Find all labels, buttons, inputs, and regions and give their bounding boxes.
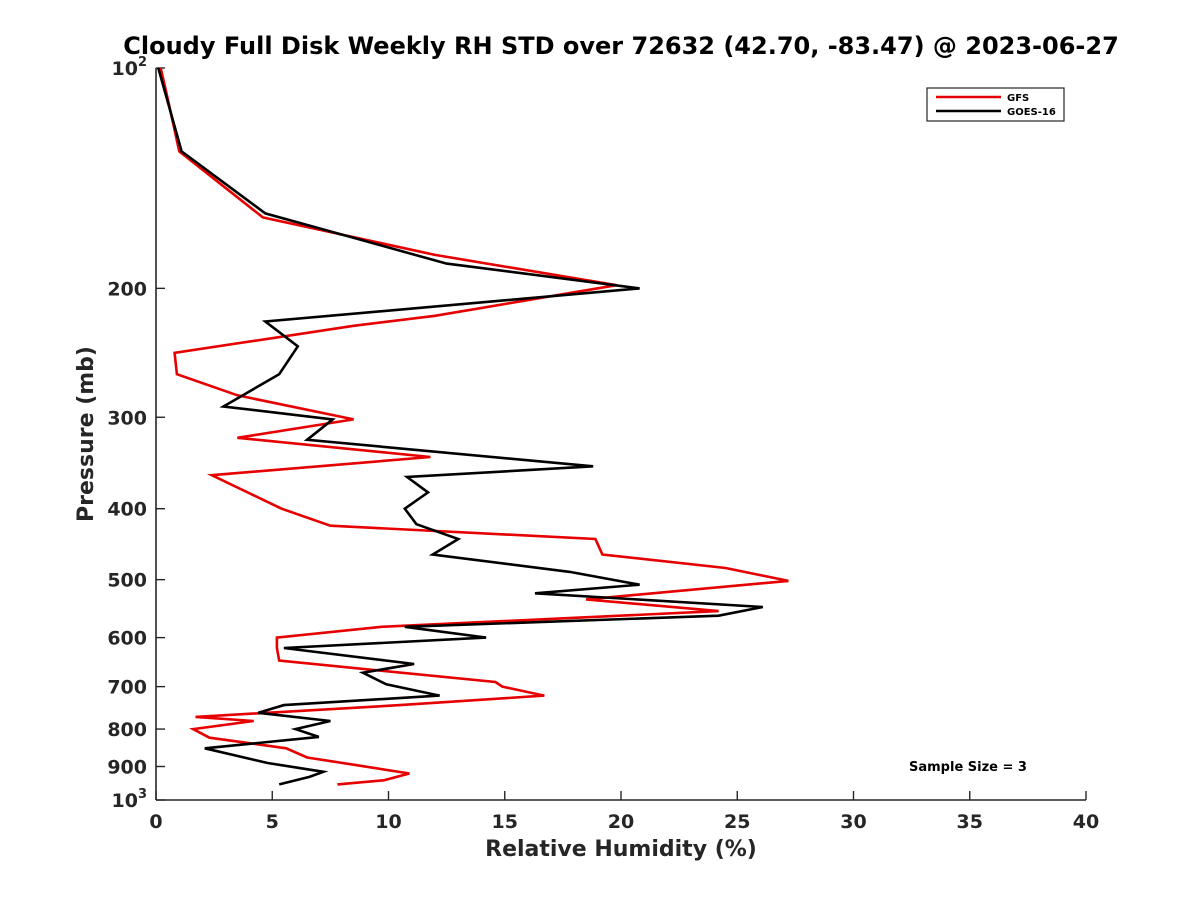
legend-label-goes-16: GOES-16 — [1007, 107, 1056, 118]
legend: GFS GOES-16 — [926, 87, 1065, 122]
y-tick-label: 900 — [107, 757, 147, 779]
y-tick-base: 10 — [112, 58, 138, 80]
x-tick-label: 30 — [840, 811, 866, 833]
y-tick-base: 10 — [112, 790, 138, 812]
y-tick-exponent: 2 — [138, 55, 147, 70]
y-tick-label: 600 — [107, 628, 147, 650]
x-tick-label: 40 — [1073, 811, 1099, 833]
series-layer — [157, 67, 789, 786]
x-tick-label: 15 — [492, 811, 518, 833]
x-axis-label: Relative Humidity (%) — [485, 837, 757, 862]
x-tick-label: 5 — [266, 811, 279, 833]
y-tick-label: 500 — [107, 570, 147, 592]
series-line-gfs — [159, 67, 789, 786]
y-tick-label: 200 — [107, 278, 147, 300]
legend-items: GFS GOES-16 — [936, 93, 1056, 118]
y-tick-label: 800 — [107, 719, 147, 741]
legend-box — [926, 87, 1065, 122]
x-tick-label: 35 — [957, 811, 983, 833]
chart-title: Cloudy Full Disk Weekly RH STD over 7263… — [123, 32, 1119, 60]
y-tick-label: 300 — [107, 407, 147, 429]
y-tick-label: 400 — [107, 499, 147, 521]
legend-label-gfs: GFS — [1007, 93, 1029, 104]
series-line-goes-16 — [157, 67, 764, 786]
x-tick-label: 25 — [724, 811, 750, 833]
y-axis-label: Pressure (mb) — [74, 346, 99, 522]
y-tick-label: 103 — [112, 787, 148, 812]
x-tick-label: 10 — [375, 811, 401, 833]
x-tick-label: 20 — [608, 811, 634, 833]
plot-area: 0 5 10 15 20 25 30 35 40 10220030040050060070080… — [107, 55, 1099, 833]
y-tick-label: 102 — [112, 55, 148, 80]
y-tick-exponent: 3 — [138, 787, 147, 802]
y-tick-label: 700 — [107, 677, 147, 699]
sample-size-annotation: Sample Size = 3 — [909, 760, 1027, 775]
x-tick-label: 0 — [149, 811, 162, 833]
x-axis-ticks: 0 5 10 15 20 25 30 35 40 — [149, 791, 1099, 833]
